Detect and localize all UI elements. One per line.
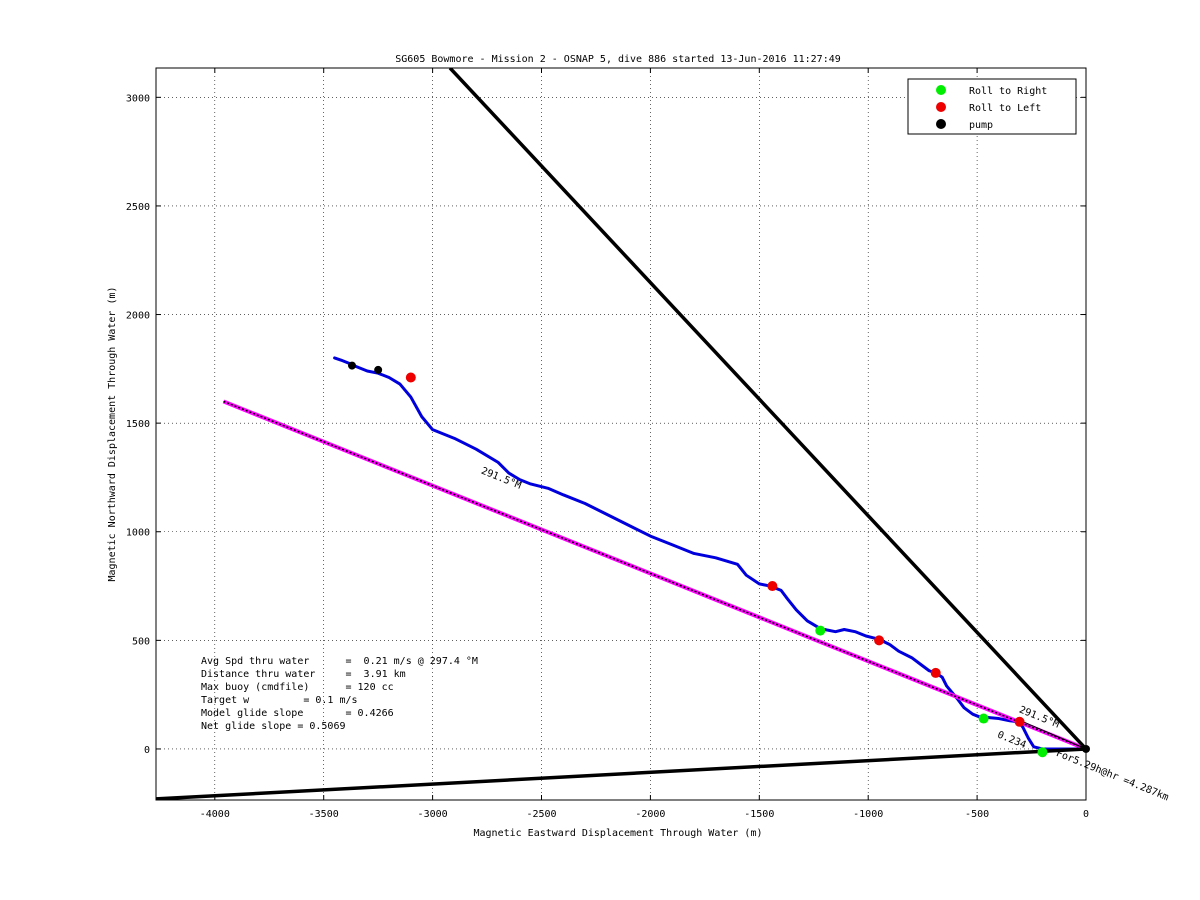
x-axis-label: Magnetic Eastward Displacement Through W… [474,828,763,839]
legend-label: Roll to Right [969,86,1047,97]
legend-label: pump [969,120,993,131]
legend: Roll to Right Roll to Left pump [907,78,1077,135]
stat-line: Target w = 0.1 m/s [201,695,358,706]
roll-left-marker [930,667,941,678]
bound-line [156,747,1086,800]
y-tick-label: 0 [144,745,150,756]
series-layer [156,68,1086,800]
stat-line: Max buoy (cmdfile) = 120 cc [201,682,394,693]
legend-label: Roll to Left [969,103,1041,114]
x-tick-label: -3500 [309,809,339,820]
stat-line: Model glide slope = 0.4266 [201,708,394,719]
x-tick-label: -2500 [526,809,556,820]
roll-left-marker [767,581,778,592]
roll-left-marker [1014,716,1025,727]
legend-marker [936,119,946,129]
roll-right-marker [978,713,989,724]
track-line [333,356,1086,751]
tick-layer: -4000 -3500 -3000 -2500 -2000 -1500 -1000 -500 0… [126,68,1089,820]
bound-line [448,68,1086,751]
x-tick-label: -1000 [853,809,883,820]
stat-line: Net glide slope = 0.5069 [201,721,346,732]
x-tick-label: -500 [965,809,989,820]
plot-background [156,68,1086,800]
roll-right-marker [1037,747,1048,758]
stat-line: Avg Spd thru water = 0.21 m/s @ 297.4 °M [201,656,478,667]
y-axis-label: Magnetic Northward Displacement Through … [107,286,118,581]
legend-marker [936,102,946,112]
stats-box: Avg Spd thru water = 0.21 m/s @ 297.4 °M… [201,656,478,732]
pump-marker [374,365,383,374]
roll-right-marker [815,625,826,636]
heading-line-dash [223,400,1086,750]
x-tick-label: 0 [1083,809,1089,820]
grid-layer [156,68,1087,800]
x-tick-label: -2000 [635,809,665,820]
plot-border [155,67,1087,801]
roll-left-marker [405,372,416,383]
y-tick-label: 2500 [126,202,150,213]
legend-marker [936,85,946,95]
y-tick-label: 500 [132,636,150,647]
chart-title: SG605 Bowmore - Mission 2 - OSNAP 5, div… [395,54,841,65]
legend-box [907,78,1077,135]
x-tick-label: -4000 [200,809,230,820]
roll-left-marker [874,635,885,646]
x-tick-label: -1500 [744,809,774,820]
y-tick-label: 1000 [126,528,150,539]
projection-line [1020,720,1086,750]
y-tick-label: 1500 [126,419,150,430]
pump-marker [348,361,357,370]
y-tick-label: 2000 [126,311,150,322]
stat-line: Distance thru water = 3.91 km [201,669,406,680]
x-tick-label: -3000 [418,809,448,820]
y-tick-label: 3000 [126,93,150,104]
